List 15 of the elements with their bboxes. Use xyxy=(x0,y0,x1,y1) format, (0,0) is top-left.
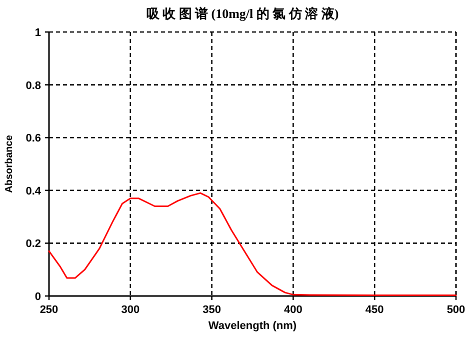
x-tick-label: 500 xyxy=(446,304,466,316)
y-tick-label: 0 xyxy=(34,291,41,303)
y-tick-label: 0.6 xyxy=(26,132,41,145)
x-tick-label: 400 xyxy=(284,304,302,316)
x-tick-label: 350 xyxy=(202,304,221,316)
x-tick-label: 450 xyxy=(365,304,384,316)
x-axis-title: Wavelength (nm) xyxy=(208,320,297,332)
chart-title: 吸 收 图 谱 (10mg/l 的 氯 仿 溶 液) xyxy=(146,6,339,21)
y-tick-label: 0.4 xyxy=(26,185,42,198)
y-tick-label: 0.8 xyxy=(26,80,41,92)
x-tick-label: 250 xyxy=(40,304,58,316)
y-axis-title: Absorbance xyxy=(4,134,15,193)
y-tick-label: 0.2 xyxy=(26,238,41,250)
x-tick-label: 300 xyxy=(121,304,140,316)
y-tick-label: 1 xyxy=(34,27,41,39)
